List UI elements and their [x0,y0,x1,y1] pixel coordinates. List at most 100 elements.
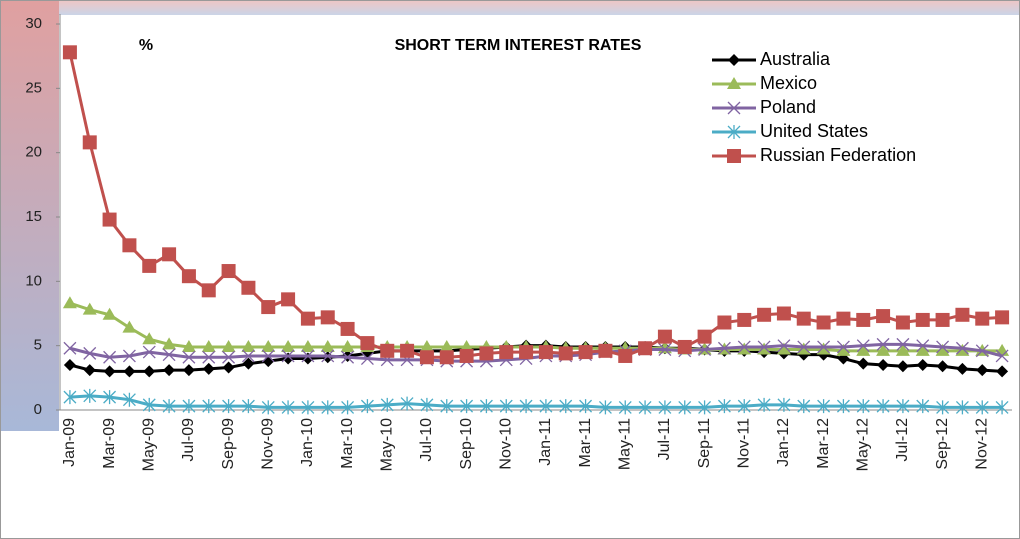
data-point [797,340,811,354]
data-point [935,343,950,356]
x-tick-label: Jan-10 [299,418,316,467]
data-point [439,350,454,365]
data-point [757,307,772,322]
data-point [717,399,731,414]
data-point [559,399,573,414]
data-point [995,349,1009,363]
data-point [757,342,772,355]
data-point [122,238,137,253]
data-point [955,341,969,355]
data-point [558,346,573,361]
y-tick-label: 0 [34,401,42,418]
data-point [677,339,692,354]
data-point [896,360,909,373]
series-line [69,394,1003,409]
y-tick-label: 25 [25,79,42,96]
data-point [955,307,970,322]
legend-marker [727,149,741,163]
legend-marker [728,54,740,66]
data-point [400,343,415,358]
x-tick-label: Nov-11 [735,418,752,468]
data-point [796,311,811,326]
data-point [737,342,752,355]
x-tick-label: May-12 [854,418,871,471]
data-point [241,399,255,414]
data-point [300,339,315,352]
data-point [103,350,117,364]
data-point [698,343,712,356]
legend-label: Poland [760,97,816,117]
data-point [876,399,890,414]
data-point [717,315,732,330]
data-point [539,399,553,414]
data-point [102,307,117,320]
data-point [162,348,176,362]
data-point [519,399,533,414]
data-point [618,348,633,363]
data-point [419,350,434,365]
data-point [796,342,811,355]
x-tick-label: Mar-12 [815,418,832,469]
data-point [103,390,117,405]
data-point [142,345,156,359]
data-point [895,315,910,330]
data-point [122,349,136,363]
data-point [241,349,255,363]
data-point [341,350,355,364]
data-point [856,312,871,327]
x-tick-label: Jul-09 [180,418,197,462]
data-point [896,399,910,414]
legend-marker [727,77,741,89]
data-point [836,343,851,356]
x-tick-label: May-11 [616,418,633,470]
data-point [360,352,374,365]
data-point [102,212,117,227]
data-point [181,339,196,352]
data-point [261,349,275,363]
data-point [995,310,1010,325]
data-point [836,311,851,326]
x-tick-label: Sep-10 [458,418,475,470]
data-point [499,345,514,360]
data-point [103,365,116,378]
data-point [201,339,216,352]
data-point [83,364,96,377]
data-point [123,365,136,378]
data-point [143,365,156,378]
data-point [82,135,97,150]
data-point [163,364,176,377]
data-point [638,400,652,415]
data-point [757,397,771,412]
legend-label: Australia [760,49,831,69]
data-point [261,339,276,352]
data-point [202,362,215,375]
data-point [380,397,394,412]
data-point [122,392,136,407]
data-point [618,400,632,415]
data-point [856,339,870,353]
data-point [757,340,771,354]
data-point [122,320,137,333]
x-tick-label: Sep-11 [696,418,713,469]
data-point [459,339,474,352]
data-point [638,341,653,356]
data-point [202,399,216,414]
data-point [598,343,613,358]
data-point [82,302,97,315]
data-point [182,364,195,377]
data-point [797,399,811,414]
x-tick-label: Nov-12 [973,418,990,470]
data-point [857,357,870,370]
data-point [222,399,236,414]
data-point [777,397,791,412]
data-point [916,339,930,353]
data-point [737,340,751,354]
data-point [241,339,256,352]
data-point [261,300,276,315]
data-point [975,311,990,326]
data-point [976,364,989,377]
data-point [916,358,929,371]
x-tick-label: Sep-09 [220,418,237,470]
data-point [281,349,295,363]
